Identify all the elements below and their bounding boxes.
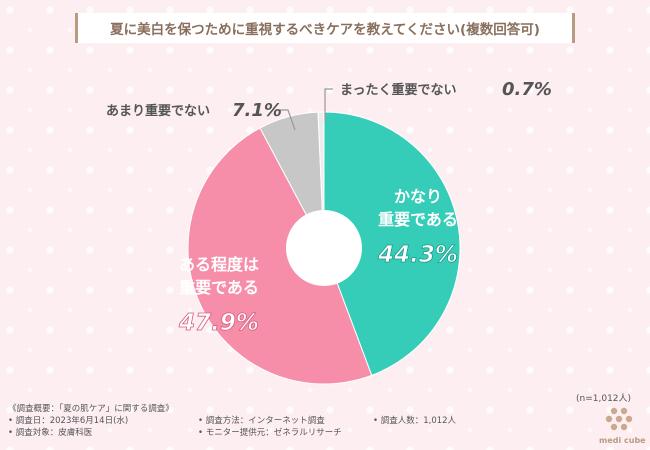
slice-label-line: ある程度は bbox=[179, 255, 259, 274]
survey-overview: 《調査概要：「夏の肌ケア」に関する調査》 • 調査日：2023年6月14日(水)… bbox=[8, 403, 456, 439]
leader-line-7.1 bbox=[280, 109, 296, 131]
slice-value-label: 7.1% bbox=[232, 100, 282, 121]
slice-label-line: 重要である bbox=[179, 278, 259, 297]
survey-count: • 調査人数：1,012人 bbox=[373, 416, 457, 426]
pie-slice-1 bbox=[187, 127, 373, 385]
slice-label-line: 重要である bbox=[378, 210, 458, 229]
chart-title: 夏に美白を保つために重視するべきケアを教えてください(複数回答可) bbox=[75, 13, 575, 43]
slice-label-line: あまり重要でない bbox=[106, 103, 210, 119]
slice-value-label: 44.3% bbox=[377, 242, 458, 268]
leader-lines bbox=[280, 88, 333, 131]
survey-heading: 《調査概要：「夏の肌ケア」に関する調査》 bbox=[8, 404, 174, 414]
sample-size-label: (n=1,012人) bbox=[576, 394, 632, 404]
slice-value-label: 0.7% bbox=[502, 79, 552, 100]
donut-hole bbox=[286, 210, 362, 286]
medi-cube-logo-icon bbox=[605, 407, 633, 431]
survey-date: • 調査日：2023年6月14日(水) bbox=[8, 416, 129, 426]
slice-label-line: かなり bbox=[394, 187, 442, 206]
leader-line-0.7 bbox=[324, 88, 333, 122]
pie-slice-0 bbox=[323, 111, 461, 377]
survey-method: • 調査方法：インターネット調査 bbox=[198, 416, 325, 426]
slice-value-label: 47.9% bbox=[178, 310, 259, 336]
chart-title-text: 夏に美白を保つために重視するべきケアを教えてください(複数回答可) bbox=[110, 22, 540, 38]
survey-target: • 調査対象：皮膚科医 bbox=[8, 428, 93, 438]
slice-label-line: まったく重要でない bbox=[340, 82, 456, 98]
survey-provider: • モニター提供元：ゼネラルリサーチ bbox=[198, 428, 342, 438]
brand-name: medi cube bbox=[599, 436, 646, 445]
